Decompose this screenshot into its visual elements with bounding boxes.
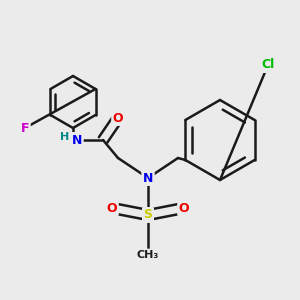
Text: H: H (60, 132, 70, 142)
Text: Cl: Cl (261, 58, 274, 71)
Text: F: F (21, 122, 29, 134)
Text: O: O (107, 202, 117, 214)
Text: CH₃: CH₃ (137, 250, 159, 260)
Text: S: S (143, 208, 152, 221)
Text: N: N (72, 134, 82, 146)
Text: O: O (179, 202, 189, 214)
Text: O: O (113, 112, 123, 124)
Text: N: N (143, 172, 153, 184)
